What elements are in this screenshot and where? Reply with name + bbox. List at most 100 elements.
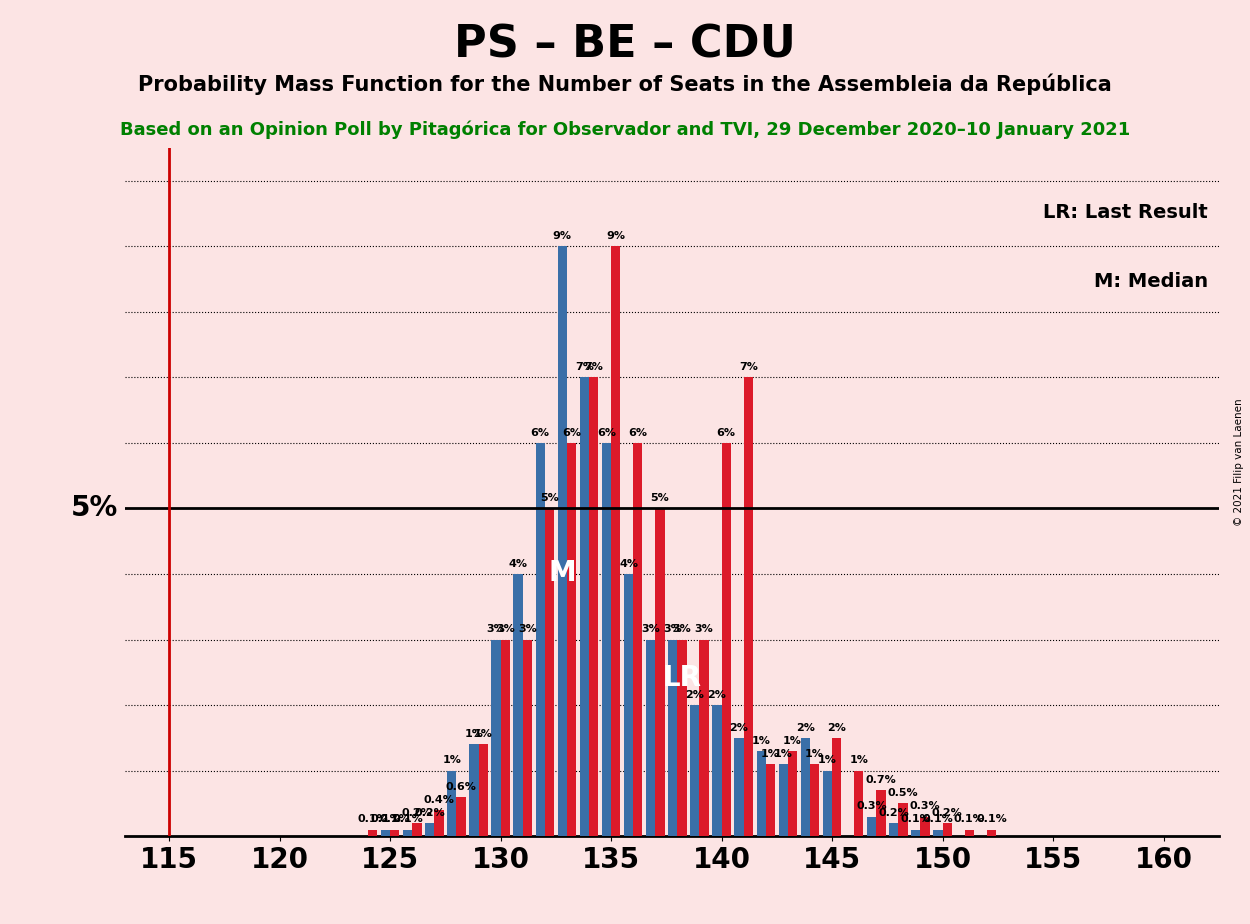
Text: 6%: 6% bbox=[562, 428, 581, 438]
Bar bbox=[580, 377, 589, 836]
Text: 1%: 1% bbox=[782, 736, 802, 746]
Bar bbox=[854, 771, 864, 836]
Text: 6%: 6% bbox=[598, 428, 616, 438]
Text: © 2021 Filip van Laenen: © 2021 Filip van Laenen bbox=[1234, 398, 1244, 526]
Bar bbox=[744, 377, 752, 836]
Text: 6%: 6% bbox=[716, 428, 736, 438]
Bar bbox=[611, 246, 620, 836]
Text: 3%: 3% bbox=[695, 625, 714, 634]
Text: 1%: 1% bbox=[442, 756, 461, 765]
Bar bbox=[448, 771, 456, 836]
Bar bbox=[514, 574, 522, 836]
Text: 1%: 1% bbox=[474, 729, 492, 739]
Text: Based on an Opinion Poll by Pitagórica for Observador and TVI, 29 December 2020–: Based on an Opinion Poll by Pitagórica f… bbox=[120, 120, 1130, 139]
Bar bbox=[568, 443, 576, 836]
Bar bbox=[899, 804, 908, 836]
Bar bbox=[412, 823, 421, 836]
Text: 0.6%: 0.6% bbox=[446, 782, 476, 792]
Bar bbox=[558, 246, 568, 836]
Bar bbox=[501, 639, 510, 836]
Text: 5%: 5% bbox=[71, 494, 119, 522]
Text: 2%: 2% bbox=[730, 723, 749, 733]
Text: 9%: 9% bbox=[552, 231, 571, 241]
Bar bbox=[889, 823, 899, 836]
Bar bbox=[756, 751, 766, 836]
Text: 0.4%: 0.4% bbox=[424, 795, 455, 805]
Text: 4%: 4% bbox=[619, 559, 638, 569]
Bar bbox=[920, 817, 930, 836]
Text: 0.1%: 0.1% bbox=[392, 814, 422, 824]
Bar bbox=[456, 796, 466, 836]
Text: 0.5%: 0.5% bbox=[888, 788, 919, 798]
Bar bbox=[522, 639, 532, 836]
Text: LR: LR bbox=[662, 664, 701, 692]
Bar bbox=[986, 830, 996, 836]
Bar bbox=[535, 443, 545, 836]
Text: 0.2%: 0.2% bbox=[414, 808, 445, 818]
Text: 3%: 3% bbox=[496, 625, 515, 634]
Bar bbox=[822, 771, 832, 836]
Text: 6%: 6% bbox=[629, 428, 648, 438]
Bar bbox=[668, 639, 678, 836]
Text: 0.1%: 0.1% bbox=[976, 814, 1006, 824]
Bar bbox=[434, 810, 444, 836]
Text: 3%: 3% bbox=[664, 625, 682, 634]
Text: 3%: 3% bbox=[641, 625, 660, 634]
Bar bbox=[425, 823, 434, 836]
Bar bbox=[589, 377, 599, 836]
Bar bbox=[402, 830, 412, 836]
Bar bbox=[735, 738, 744, 836]
Bar bbox=[810, 764, 819, 836]
Text: 2%: 2% bbox=[828, 723, 846, 733]
Bar bbox=[788, 751, 798, 836]
Text: LR: Last Result: LR: Last Result bbox=[1042, 203, 1208, 222]
Text: 3%: 3% bbox=[518, 625, 536, 634]
Text: 1%: 1% bbox=[761, 748, 780, 759]
Text: 3%: 3% bbox=[672, 625, 691, 634]
Text: 0.1%: 0.1% bbox=[900, 814, 931, 824]
Text: 0.2%: 0.2% bbox=[879, 808, 909, 818]
Text: 0.2%: 0.2% bbox=[931, 808, 962, 818]
Text: 9%: 9% bbox=[606, 231, 625, 241]
Bar bbox=[634, 443, 642, 836]
Bar bbox=[690, 705, 700, 836]
Bar bbox=[479, 745, 488, 836]
Text: 0.1%: 0.1% bbox=[954, 814, 985, 824]
Text: 2%: 2% bbox=[685, 690, 704, 699]
Text: 2%: 2% bbox=[796, 723, 815, 733]
Bar bbox=[766, 764, 775, 836]
Bar bbox=[491, 639, 501, 836]
Text: 4%: 4% bbox=[509, 559, 528, 569]
Text: M: M bbox=[549, 559, 576, 587]
Bar bbox=[942, 823, 951, 836]
Text: 1%: 1% bbox=[805, 748, 824, 759]
Text: 6%: 6% bbox=[531, 428, 550, 438]
Text: 0.1%: 0.1% bbox=[380, 814, 410, 824]
Text: 0.2%: 0.2% bbox=[401, 808, 432, 818]
Text: 0.7%: 0.7% bbox=[865, 775, 896, 785]
Text: 0.1%: 0.1% bbox=[370, 814, 401, 824]
Text: 1%: 1% bbox=[818, 756, 836, 765]
Text: 0.1%: 0.1% bbox=[357, 814, 388, 824]
Bar bbox=[678, 639, 686, 836]
Text: 1%: 1% bbox=[465, 729, 484, 739]
Text: 0.3%: 0.3% bbox=[856, 801, 888, 811]
Bar bbox=[867, 817, 876, 836]
Text: 1%: 1% bbox=[849, 756, 869, 765]
Bar bbox=[624, 574, 634, 836]
Bar bbox=[876, 790, 885, 836]
Text: 7%: 7% bbox=[575, 362, 594, 372]
Bar bbox=[390, 830, 400, 836]
Bar bbox=[779, 764, 788, 836]
Bar bbox=[381, 830, 390, 836]
Bar bbox=[601, 443, 611, 836]
Bar bbox=[646, 639, 655, 836]
Text: 0.3%: 0.3% bbox=[910, 801, 940, 811]
Bar bbox=[655, 508, 665, 836]
Bar bbox=[934, 830, 942, 836]
Text: 5%: 5% bbox=[540, 493, 559, 504]
Text: 3%: 3% bbox=[486, 625, 505, 634]
Bar bbox=[712, 705, 721, 836]
Bar bbox=[368, 830, 378, 836]
Text: 7%: 7% bbox=[739, 362, 758, 372]
